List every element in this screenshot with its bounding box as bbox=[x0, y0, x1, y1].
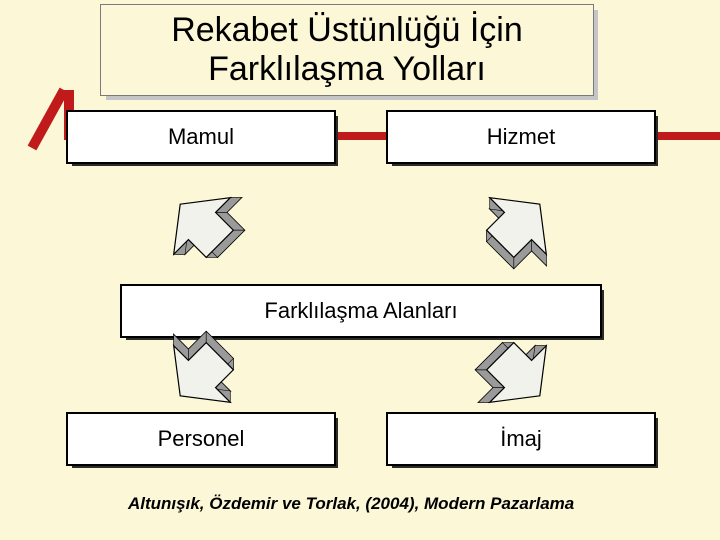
citation-text: Altunışık, Özdemir ve Torlak, (2004), Mo… bbox=[128, 494, 574, 514]
node-mamul: Mamul bbox=[66, 110, 336, 164]
node-personel: Personel bbox=[66, 412, 336, 466]
arrow-center-to-mamul bbox=[152, 176, 248, 272]
node-label-mamul: Mamul bbox=[168, 124, 234, 150]
node-label-imaj: İmaj bbox=[500, 426, 542, 452]
node-imaj: İmaj bbox=[386, 412, 656, 466]
node-label-center: Farklılaşma Alanları bbox=[264, 298, 457, 324]
node-label-hizmet: Hizmet bbox=[487, 124, 555, 150]
arrow-center-to-personel bbox=[152, 328, 248, 424]
node-hizmet: Hizmet bbox=[386, 110, 656, 164]
arrow-center-to-hizmet bbox=[472, 176, 568, 272]
node-label-personel: Personel bbox=[158, 426, 245, 452]
arrow-center-to-imaj bbox=[472, 328, 568, 424]
diagram-title: Rekabet Üstünlüğü İçin Farklılaşma Yolla… bbox=[100, 4, 594, 96]
title-line1: Rekabet Üstünlüğü İçin bbox=[171, 11, 523, 49]
title-line2: Farklılaşma Yolları bbox=[208, 50, 486, 88]
diagram-canvas: Rekabet Üstünlüğü İçin Farklılaşma Yolla… bbox=[0, 0, 720, 540]
decor-diag bbox=[24, 82, 72, 156]
